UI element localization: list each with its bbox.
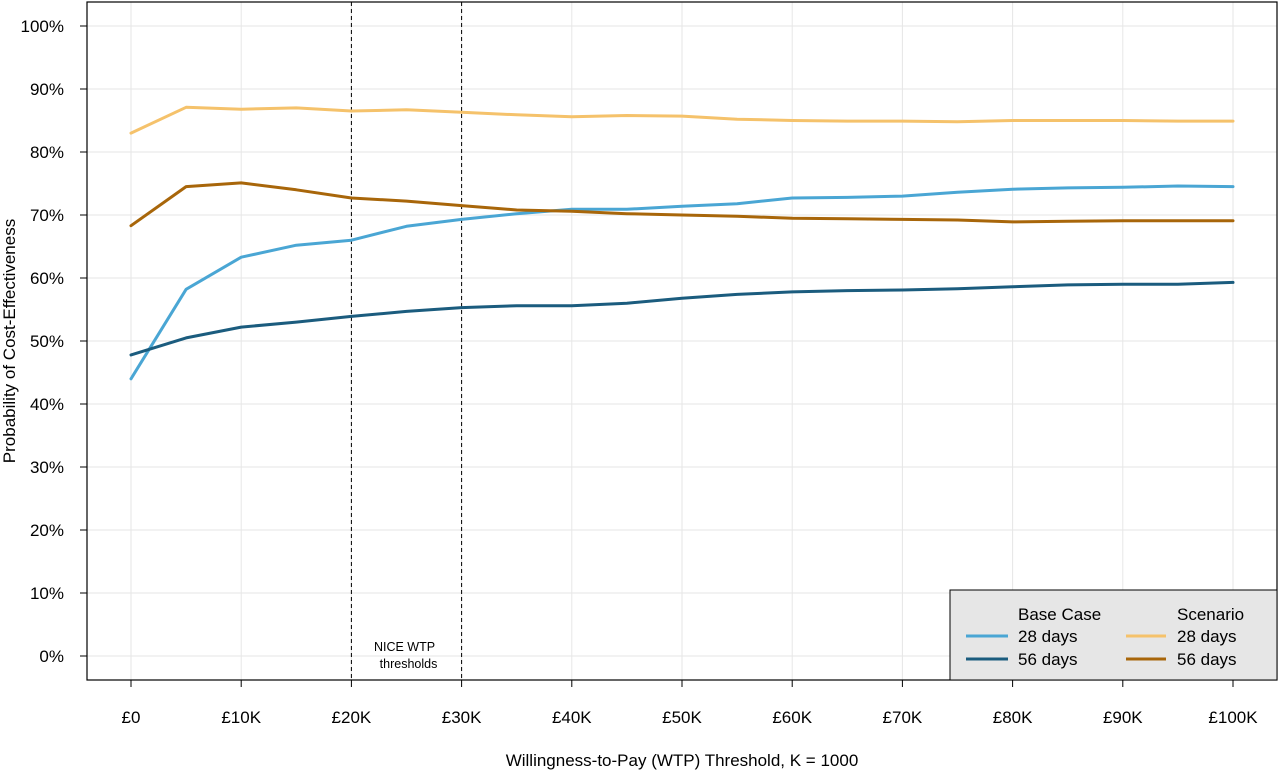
legend-label-1-1: 56 days [1177,650,1237,669]
x-tick-label-0: £0 [122,708,141,727]
y-tick-label-5: 50% [30,332,64,351]
reference-lines [350,2,463,680]
series-line-scenario-56-days [129,181,1235,228]
y-tick-label-0: 0% [39,647,64,666]
x-tick-label-1: £10K [221,708,261,727]
x-tick-label-6: £60K [772,708,812,727]
y-axis-label: Probability of Cost-Effectiveness [0,219,19,463]
x-tick-label-4: £40K [552,708,592,727]
y-tick-label-9: 90% [30,80,64,99]
y-tick-label-4: 40% [30,395,64,414]
legend-title-0: Base Case [1018,605,1101,624]
grid [87,2,1277,680]
legend-title-1: Scenario [1177,605,1244,624]
x-axis-label: Willingness-to-Pay (WTP) Threshold, K = … [506,751,859,770]
y-tick-label-7: 70% [30,206,64,225]
y-tick-label-3: 30% [30,458,64,477]
y-tick-label-2: 20% [30,521,64,540]
series-line-base-case-56-days [129,280,1235,357]
y-tick-label-6: 60% [30,269,64,288]
series-line-scenario-28-days [129,105,1235,135]
x-tick-label-2: £20K [332,708,372,727]
x-tick-label-10: £100K [1208,708,1258,727]
x-tick-label-5: £50K [662,708,702,727]
legend-label-1-0: 28 days [1177,627,1237,646]
x-tick-label-7: £70K [883,708,923,727]
y-tick-label-1: 10% [30,584,64,603]
nice-wtp-annotation: NICE WTP thresholds [374,640,437,671]
x-tick-label-3: £30K [442,708,482,727]
x-tick-label-8: £80K [993,708,1033,727]
series-lines [129,105,1235,381]
x-axis: £0 £10K £20K £30K £40K £50K £60K £70K £80K £90K £1… [122,680,1258,727]
y-tick-label-8: 80% [30,143,64,162]
legend-label-0-1: 56 days [1018,650,1078,669]
y-axis: 0% 10% 20% 30% 40% 50% 60% 70% 80% 90% 100% [21,17,87,666]
legend-label-0-0: 28 days [1018,627,1078,646]
series-line-base-case-28-days [129,184,1235,381]
legend: Base Case 28 days 56 days Scenario 28 days 56… [949,589,1278,681]
x-tick-label-9: £90K [1103,708,1143,727]
y-tick-label-10: 100% [21,17,64,36]
annotation-line-1: thresholds [380,657,438,671]
annotation-line-0: NICE WTP [374,640,435,654]
